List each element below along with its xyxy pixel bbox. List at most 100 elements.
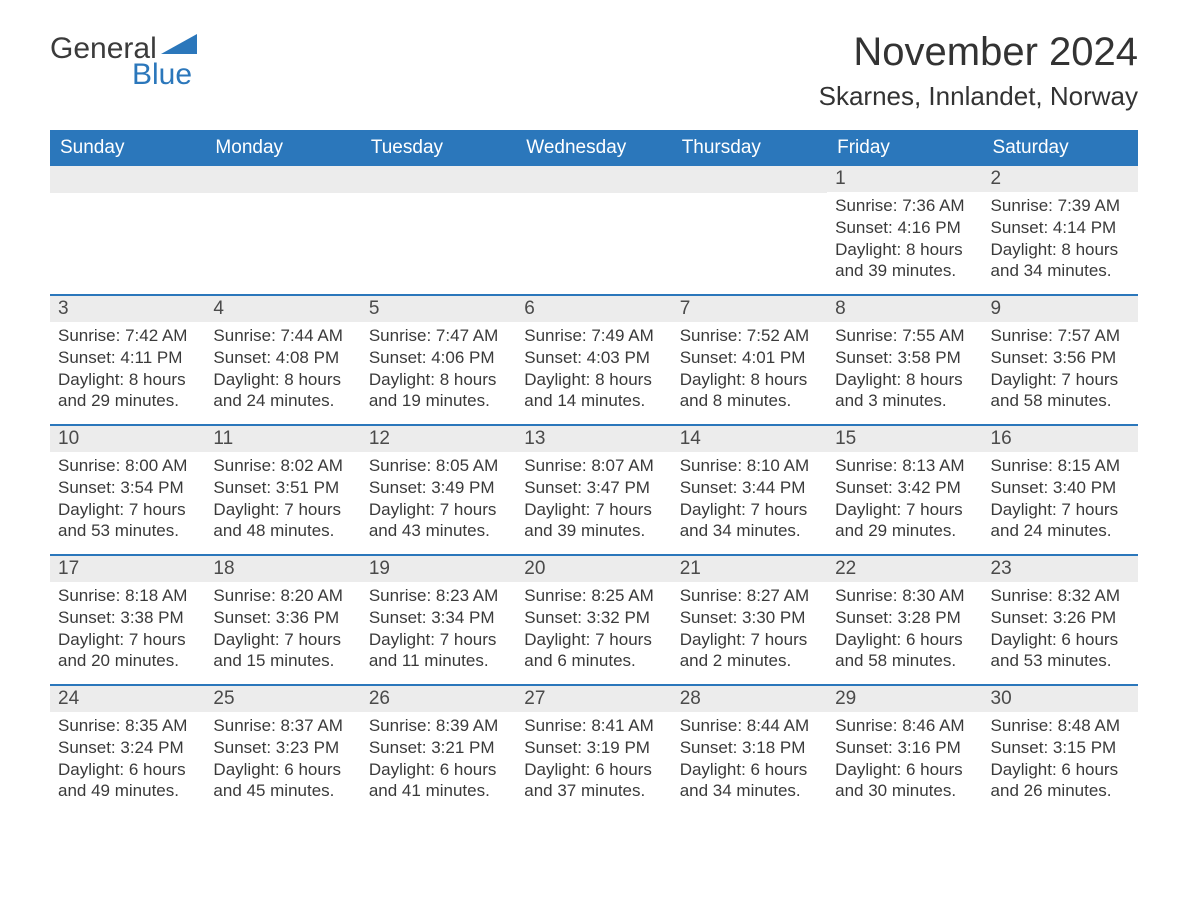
weekday-header-cell: Monday xyxy=(205,130,360,166)
sunrise-text: Sunrise: 7:49 AM xyxy=(524,325,663,347)
day-details: Sunrise: 8:10 AMSunset: 3:44 PMDaylight:… xyxy=(672,452,827,542)
sunrise-text: Sunrise: 8:35 AM xyxy=(58,715,197,737)
sunrise-text: Sunrise: 8:00 AM xyxy=(58,455,197,477)
daylight-line1: Daylight: 8 hours xyxy=(835,369,974,391)
day-details: Sunrise: 7:55 AMSunset: 3:58 PMDaylight:… xyxy=(827,322,982,412)
sunset-text: Sunset: 3:16 PM xyxy=(835,737,974,759)
day-number: 19 xyxy=(361,556,516,582)
day-cell: 8Sunrise: 7:55 AMSunset: 3:58 PMDaylight… xyxy=(827,296,982,424)
day-details: Sunrise: 7:49 AMSunset: 4:03 PMDaylight:… xyxy=(516,322,671,412)
daylight-line1: Daylight: 8 hours xyxy=(680,369,819,391)
sunrise-text: Sunrise: 7:57 AM xyxy=(991,325,1130,347)
sunrise-text: Sunrise: 8:05 AM xyxy=(369,455,508,477)
daylight-line1: Daylight: 8 hours xyxy=(835,239,974,261)
day-details: Sunrise: 8:23 AMSunset: 3:34 PMDaylight:… xyxy=(361,582,516,672)
daylight-line2: and 20 minutes. xyxy=(58,650,197,672)
day-number: 1 xyxy=(827,166,982,192)
day-cell xyxy=(50,166,205,294)
sunrise-text: Sunrise: 8:07 AM xyxy=(524,455,663,477)
sunset-text: Sunset: 3:36 PM xyxy=(213,607,352,629)
daylight-line2: and 19 minutes. xyxy=(369,390,508,412)
week-row: 1Sunrise: 7:36 AMSunset: 4:16 PMDaylight… xyxy=(50,166,1138,294)
empty-day-bar xyxy=(205,166,360,193)
empty-day-bar xyxy=(361,166,516,193)
day-cell: 1Sunrise: 7:36 AMSunset: 4:16 PMDaylight… xyxy=(827,166,982,294)
sunrise-text: Sunrise: 8:32 AM xyxy=(991,585,1130,607)
day-details: Sunrise: 8:46 AMSunset: 3:16 PMDaylight:… xyxy=(827,712,982,802)
day-number: 13 xyxy=(516,426,671,452)
daylight-line2: and 29 minutes. xyxy=(58,390,197,412)
daylight-line1: Daylight: 6 hours xyxy=(680,759,819,781)
day-details: Sunrise: 8:32 AMSunset: 3:26 PMDaylight:… xyxy=(983,582,1138,672)
sunset-text: Sunset: 3:40 PM xyxy=(991,477,1130,499)
day-cell: 5Sunrise: 7:47 AMSunset: 4:06 PMDaylight… xyxy=(361,296,516,424)
daylight-line1: Daylight: 7 hours xyxy=(680,499,819,521)
day-cell: 26Sunrise: 8:39 AMSunset: 3:21 PMDayligh… xyxy=(361,686,516,814)
empty-day-bar xyxy=(516,166,671,193)
day-number: 6 xyxy=(516,296,671,322)
day-details: Sunrise: 8:27 AMSunset: 3:30 PMDaylight:… xyxy=(672,582,827,672)
day-details: Sunrise: 8:20 AMSunset: 3:36 PMDaylight:… xyxy=(205,582,360,672)
day-cell: 18Sunrise: 8:20 AMSunset: 3:36 PMDayligh… xyxy=(205,556,360,684)
daylight-line1: Daylight: 7 hours xyxy=(680,629,819,651)
day-number: 17 xyxy=(50,556,205,582)
daylight-line2: and 15 minutes. xyxy=(213,650,352,672)
weekday-header-cell: Sunday xyxy=(50,130,205,166)
daylight-line2: and 26 minutes. xyxy=(991,780,1130,802)
daylight-line2: and 53 minutes. xyxy=(991,650,1130,672)
sunset-text: Sunset: 3:24 PM xyxy=(58,737,197,759)
sunrise-text: Sunrise: 8:48 AM xyxy=(991,715,1130,737)
day-number: 14 xyxy=(672,426,827,452)
sunrise-text: Sunrise: 8:18 AM xyxy=(58,585,197,607)
day-cell: 15Sunrise: 8:13 AMSunset: 3:42 PMDayligh… xyxy=(827,426,982,554)
day-cell xyxy=(672,166,827,294)
daylight-line1: Daylight: 7 hours xyxy=(524,499,663,521)
daylight-line2: and 3 minutes. xyxy=(835,390,974,412)
daylight-line1: Daylight: 7 hours xyxy=(369,629,508,651)
sunrise-text: Sunrise: 8:10 AM xyxy=(680,455,819,477)
day-cell xyxy=(205,166,360,294)
sunrise-text: Sunrise: 8:02 AM xyxy=(213,455,352,477)
daylight-line1: Daylight: 8 hours xyxy=(58,369,197,391)
day-cell: 23Sunrise: 8:32 AMSunset: 3:26 PMDayligh… xyxy=(983,556,1138,684)
day-cell: 17Sunrise: 8:18 AMSunset: 3:38 PMDayligh… xyxy=(50,556,205,684)
sunrise-text: Sunrise: 7:39 AM xyxy=(991,195,1130,217)
day-details: Sunrise: 7:36 AMSunset: 4:16 PMDaylight:… xyxy=(827,192,982,282)
daylight-line2: and 34 minutes. xyxy=(680,520,819,542)
day-cell: 19Sunrise: 8:23 AMSunset: 3:34 PMDayligh… xyxy=(361,556,516,684)
day-cell: 3Sunrise: 7:42 AMSunset: 4:11 PMDaylight… xyxy=(50,296,205,424)
day-number: 20 xyxy=(516,556,671,582)
day-number: 9 xyxy=(983,296,1138,322)
empty-day-bar xyxy=(50,166,205,193)
day-number: 30 xyxy=(983,686,1138,712)
sunset-text: Sunset: 3:19 PM xyxy=(524,737,663,759)
day-cell: 14Sunrise: 8:10 AMSunset: 3:44 PMDayligh… xyxy=(672,426,827,554)
day-cell: 11Sunrise: 8:02 AMSunset: 3:51 PMDayligh… xyxy=(205,426,360,554)
day-details: Sunrise: 8:37 AMSunset: 3:23 PMDaylight:… xyxy=(205,712,360,802)
daylight-line2: and 39 minutes. xyxy=(524,520,663,542)
day-details: Sunrise: 8:30 AMSunset: 3:28 PMDaylight:… xyxy=(827,582,982,672)
daylight-line2: and 53 minutes. xyxy=(58,520,197,542)
day-cell: 22Sunrise: 8:30 AMSunset: 3:28 PMDayligh… xyxy=(827,556,982,684)
location-label: Skarnes, Innlandet, Norway xyxy=(819,81,1138,112)
day-cell: 4Sunrise: 7:44 AMSunset: 4:08 PMDaylight… xyxy=(205,296,360,424)
day-details: Sunrise: 7:52 AMSunset: 4:01 PMDaylight:… xyxy=(672,322,827,412)
day-details: Sunrise: 7:39 AMSunset: 4:14 PMDaylight:… xyxy=(983,192,1138,282)
day-cell: 27Sunrise: 8:41 AMSunset: 3:19 PMDayligh… xyxy=(516,686,671,814)
daylight-line2: and 39 minutes. xyxy=(835,260,974,282)
daylight-line2: and 11 minutes. xyxy=(369,650,508,672)
sunset-text: Sunset: 4:03 PM xyxy=(524,347,663,369)
day-details: Sunrise: 7:57 AMSunset: 3:56 PMDaylight:… xyxy=(983,322,1138,412)
daylight-line1: Daylight: 6 hours xyxy=(213,759,352,781)
sunset-text: Sunset: 3:26 PM xyxy=(991,607,1130,629)
calendar: SundayMondayTuesdayWednesdayThursdayFrid… xyxy=(50,130,1138,814)
day-cell: 12Sunrise: 8:05 AMSunset: 3:49 PMDayligh… xyxy=(361,426,516,554)
sunrise-text: Sunrise: 8:44 AM xyxy=(680,715,819,737)
sunrise-text: Sunrise: 7:55 AM xyxy=(835,325,974,347)
sunset-text: Sunset: 3:54 PM xyxy=(58,477,197,499)
daylight-line1: Daylight: 6 hours xyxy=(369,759,508,781)
sunrise-text: Sunrise: 7:47 AM xyxy=(369,325,508,347)
daylight-line1: Daylight: 6 hours xyxy=(835,759,974,781)
day-number: 28 xyxy=(672,686,827,712)
day-number: 15 xyxy=(827,426,982,452)
